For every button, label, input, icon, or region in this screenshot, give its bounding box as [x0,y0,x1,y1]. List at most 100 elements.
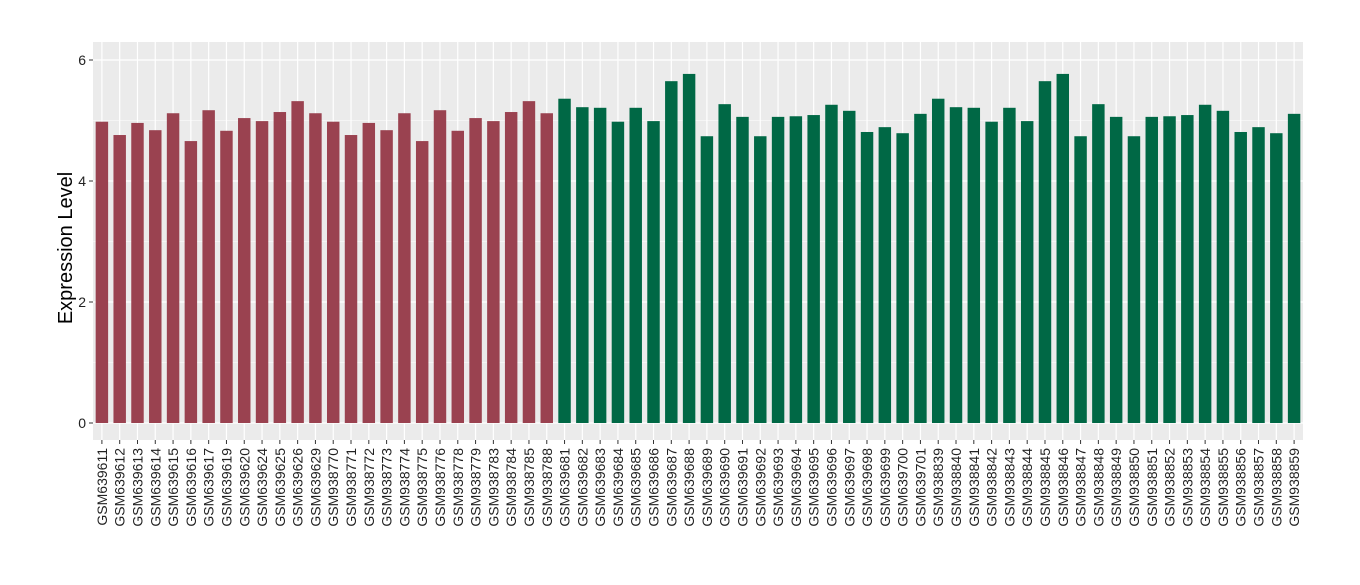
x-tick-label: GSM639624 [254,448,270,527]
x-tick-label: GSM938853 [1179,448,1195,527]
x-tick-label: GSM938775 [414,448,430,527]
x-tick-label: GSM938850 [1126,448,1142,527]
bar-GSM938772 [362,122,376,424]
x-tick-label: GSM639617 [201,448,217,527]
x-tick-label: GSM938852 [1162,448,1178,527]
x-tick-label: GSM938842 [984,448,1000,527]
x-tick-label: GSM938847 [1073,448,1089,527]
x-tick-label: GSM938848 [1090,448,1106,527]
bar-GSM938847 [1074,136,1087,424]
x-tick-label: GSM639615 [165,448,181,527]
x-tick-label: GSM639692 [752,448,768,527]
bar-GSM639685 [629,107,642,424]
bar-GSM938856 [1234,131,1247,423]
bar-GSM639697 [843,110,856,423]
x-tick-label: GSM639700 [895,448,911,527]
bar-GSM938851 [1145,116,1158,424]
bar-GSM639698 [860,131,874,423]
x-tick-label: GSM938774 [396,448,412,527]
x-tick-label: GSM938772 [361,448,377,527]
bar-GSM938854 [1198,104,1212,424]
bar-GSM639687 [665,81,678,424]
x-tick-label: GSM639619 [218,448,234,527]
bar-GSM938785 [522,101,536,423]
x-tick-label: GSM938845 [1037,448,1053,527]
x-tick-label: GSM938779 [468,448,484,527]
bar-GSM639696 [825,104,838,424]
bar-GSM938855 [1216,110,1230,423]
y-tick-label: 2 [78,294,86,310]
bar-GSM639681 [558,98,571,423]
x-tick-label: GSM639699 [877,448,893,527]
x-tick-label: GSM938788 [539,448,555,527]
bar-GSM639689 [700,136,714,424]
bar-GSM639683 [593,107,607,424]
x-tick-label: GSM639685 [628,448,644,527]
bar-GSM938841 [967,107,981,424]
bar-GSM938778 [451,130,465,423]
bar-GSM938849 [1109,116,1123,424]
x-tick-label: GSM938856 [1233,448,1249,527]
bar-GSM639692 [754,136,767,424]
x-tick-label: GSM639696 [823,448,839,527]
bar-GSM938770 [326,121,340,424]
x-tick-label: GSM938854 [1197,448,1213,527]
bar-GSM639626 [291,101,304,423]
bar-GSM938779 [469,118,482,423]
x-tick-label: GSM938857 [1251,448,1267,527]
bar-GSM639617 [202,110,215,423]
bar-GSM639691 [736,116,749,424]
x-tick-label: GSM938839 [930,448,946,527]
bar-GSM938850 [1127,136,1141,424]
bar-GSM938852 [1163,116,1176,423]
x-tick-label: GSM639688 [681,448,697,527]
bar-GSM639695 [807,115,820,424]
bar-GSM639620 [238,118,251,423]
x-tick-label: GSM639690 [717,448,733,527]
bar-GSM639613 [131,122,144,424]
bar-GSM938842 [985,121,998,424]
bar-GSM938783 [487,121,500,423]
bar-GSM938844 [1020,121,1034,423]
x-tick-label: GSM938859 [1286,448,1302,527]
x-tick-label: GSM639681 [557,448,573,527]
x-tick-label: GSM639626 [290,448,306,527]
bar-GSM639701 [914,113,927,423]
bar-GSM938839 [931,98,945,423]
bar-GSM639686 [647,121,660,423]
y-tick-label: 0 [78,415,86,431]
x-tick-label: GSM639611 [94,448,110,526]
bar-GSM938775 [415,141,429,423]
bar-GSM639629 [309,113,322,424]
bar-GSM639611 [95,121,109,424]
x-tick-label: GSM639695 [806,448,822,527]
x-tick-label: GSM938843 [1001,448,1017,527]
bar-GSM639625 [273,112,287,423]
x-tick-label: GSM639687 [663,448,679,527]
bar-GSM639612 [113,135,126,423]
bar-GSM639690 [718,104,731,423]
x-tick-label: GSM938784 [503,448,519,527]
x-tick-label: GSM938778 [450,448,466,527]
bar-GSM938788 [540,113,553,424]
bar-GSM639614 [149,130,162,423]
x-tick-label: GSM938858 [1268,448,1284,527]
x-tick-label: GSM938783 [485,448,501,527]
x-tick-label: GSM639614 [147,448,163,527]
bar-GSM639682 [576,107,589,423]
bar-GSM639624 [255,121,269,423]
bar-GSM639619 [220,130,233,423]
bar-GSM938858 [1270,133,1283,423]
x-tick-label: GSM938844 [1019,448,1035,527]
x-tick-label: GSM639689 [699,448,715,527]
bar-GSM639616 [184,141,198,423]
x-tick-label: GSM938785 [521,448,537,527]
x-tick-label: GSM639701 [912,448,928,527]
x-tick-label: GSM938840 [948,448,964,527]
x-tick-label: GSM639683 [592,448,608,527]
bar-GSM639694 [789,116,803,423]
y-tick-label: 4 [78,173,86,189]
x-tick-label: GSM639682 [574,448,590,527]
